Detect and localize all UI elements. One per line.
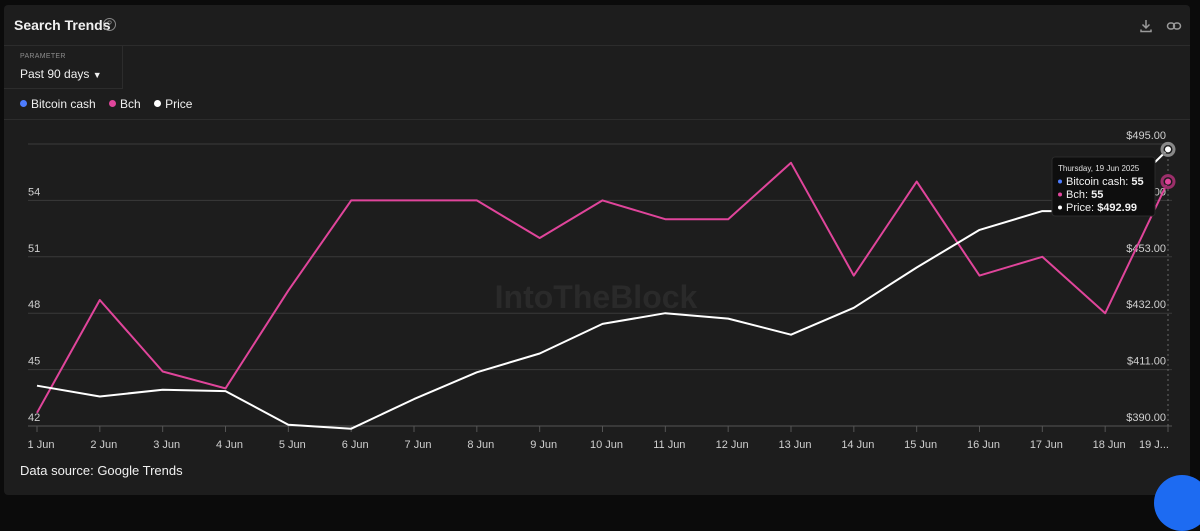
left-axis-tick-label: 54 xyxy=(28,186,40,198)
tooltip-row-label: Bitcoin cash: xyxy=(1066,176,1131,188)
legend-dot xyxy=(109,100,117,108)
series-line-price xyxy=(36,148,1169,430)
tooltip-row: Price: $492.99 xyxy=(1066,202,1137,214)
x-axis-tick-label: 9 Jun xyxy=(530,439,557,451)
hover-point xyxy=(1164,177,1172,186)
x-axis-tick-label: 18 Jun xyxy=(1093,439,1126,451)
x-axis-tick-label: 15 Jun xyxy=(904,439,937,451)
hover-point-halo xyxy=(1160,141,1176,157)
x-axis-tick-label: 6 Jun xyxy=(342,439,369,451)
left-axis-tick-label: 42 xyxy=(28,412,40,424)
x-axis-tick-label: 7 Jun xyxy=(405,439,432,451)
right-axis-tick-label: $411.00 xyxy=(1127,356,1166,368)
x-axis-tick-label: 5 Jun xyxy=(279,439,306,451)
tooltip-dot xyxy=(1058,205,1062,210)
chat-button[interactable] xyxy=(1154,475,1200,531)
x-axis-tick-label: 11 Jun xyxy=(653,439,685,451)
link-icon[interactable] xyxy=(1166,18,1182,34)
left-axis-tick-label: 51 xyxy=(28,243,40,255)
right-axis-tick-label: $495.00 xyxy=(1126,130,1166,142)
x-axis-tick-label: 19 J... xyxy=(1139,439,1169,451)
tooltip-row-value: $492.99 xyxy=(1097,202,1137,214)
chevron-down-icon: ▼ xyxy=(92,70,102,80)
tooltip-dot xyxy=(1058,179,1062,184)
tooltip-row-value: 55 xyxy=(1091,189,1103,201)
parameter-value[interactable]: Past 90 days ▼ xyxy=(20,67,102,81)
x-axis-tick-label: 10 Jun xyxy=(590,439,623,451)
x-axis-tick-label: 17 Jun xyxy=(1030,439,1063,451)
tooltip-row-value: 55 xyxy=(1131,176,1143,188)
question-circle-icon[interactable]: ? xyxy=(103,18,116,31)
x-axis-tick-label: 1 Jun xyxy=(28,439,55,451)
panel-header: Search Trends ? xyxy=(4,5,1190,46)
line-chart: IntoTheBlock $390.00 $411.00 $432.00 $453.0… xyxy=(28,130,1176,451)
download-icon[interactable] xyxy=(1138,18,1154,34)
tooltip-box xyxy=(1051,156,1156,217)
right-axis-tick-label: $390.00 xyxy=(1126,412,1166,424)
hover-point-halo xyxy=(1160,174,1176,190)
tooltip-date: Thursday, 19 Jun 2025 xyxy=(1058,164,1140,173)
tooltip-row-label: Price: xyxy=(1066,202,1097,214)
x-axis-tick-label: 8 Jun xyxy=(467,439,494,451)
legend-dot xyxy=(20,100,27,108)
series-line-bch xyxy=(36,161,1169,414)
x-axis-tick-label: 4 Jun xyxy=(216,439,243,451)
left-axis-tick-label: 48 xyxy=(28,299,40,311)
x-axis-tick-label: 2 Jun xyxy=(90,439,117,451)
x-axis-tick-label: 14 Jun xyxy=(841,439,874,451)
parameter-selector[interactable]: PARAMETER Past 90 days ▼ xyxy=(4,46,123,89)
x-axis-tick-label: 12 Jun xyxy=(716,439,749,451)
legend-item-bch[interactable]: Bch xyxy=(109,97,141,111)
tooltip-row: Bch: 55 xyxy=(1066,189,1103,201)
watermark: IntoTheBlock xyxy=(495,279,698,315)
divider xyxy=(4,119,1190,120)
tooltip-row: Bitcoin cash: 55 xyxy=(1066,176,1144,188)
right-axis-tick-label: $453.00 xyxy=(1126,243,1166,255)
legend-item-price[interactable]: Price xyxy=(154,97,192,111)
tooltip-row-label: Bch: xyxy=(1066,189,1091,201)
parameter-label: PARAMETER xyxy=(20,53,66,60)
tooltip-dot xyxy=(1058,192,1062,197)
data-source: Data source: Google Trends xyxy=(20,463,183,478)
left-axis-tick-label: 45 xyxy=(28,356,40,368)
legend-item-bitcoin-cash[interactable]: Bitcoin cash xyxy=(20,97,96,111)
x-axis-tick-label: 3 Jun xyxy=(153,439,180,451)
legend-dot xyxy=(154,100,162,108)
chart-panel: Search Trends ? PARAMETER Past 90 days ▼… xyxy=(4,5,1190,495)
page-title: Search Trends xyxy=(14,17,111,33)
hover-point xyxy=(1164,145,1172,154)
x-axis-tick-label: 16 Jun xyxy=(967,439,1000,451)
chart-legend: Bitcoin cash Bch Price xyxy=(20,97,202,111)
x-axis-tick-label: 13 Jun xyxy=(778,439,811,451)
right-axis-tick-label: $432.00 xyxy=(1126,299,1166,311)
